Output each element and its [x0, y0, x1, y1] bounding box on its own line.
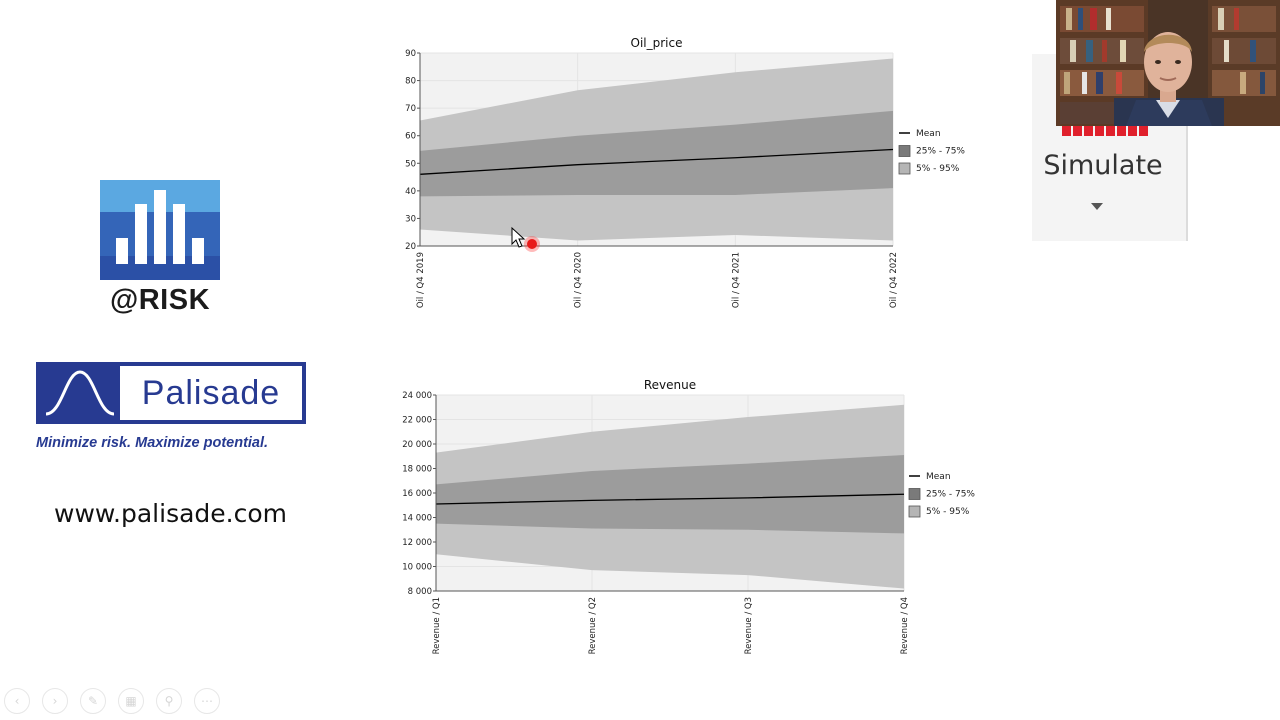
next-icon[interactable]: › — [42, 688, 68, 714]
y-tick-label: 40 — [405, 187, 416, 197]
y-tick-label: 18 000 — [402, 465, 432, 475]
y-tick-label: 24 000 — [402, 391, 432, 401]
y-tick-label: 30 — [405, 214, 416, 224]
y-tick-label: 20 000 — [402, 440, 432, 450]
x-tick-label: Revenue / Q2 — [588, 597, 598, 654]
oil-price-chart-svg: 20 30 40 50 60 70 80 90 Oil / Q4 2019 Oil / Q4 20… — [405, 36, 965, 308]
y-tick-label: 50 — [405, 159, 416, 169]
legend-label: 5% - 95% — [926, 507, 970, 517]
x-tick-label: Revenue / Q1 — [432, 597, 442, 654]
y-tick-label: 20 — [405, 242, 416, 252]
prev-icon[interactable]: ‹ — [4, 688, 30, 714]
legend-label: 25% - 75% — [926, 490, 975, 500]
chart-title: Revenue — [644, 378, 696, 392]
revenue-chart-svg: 8 000 10 000 12 000 14 000 16 000 18 000 20 00… — [402, 378, 975, 654]
y-tick-label: 12 000 — [402, 538, 432, 548]
website-url: www.palisade.com — [54, 499, 288, 528]
mouse-cursor-icon — [511, 226, 540, 252]
palisade-logo: Palisade — [36, 362, 306, 424]
pen-icon[interactable]: ✎ — [80, 688, 106, 714]
chart-title: Oil_price — [631, 36, 683, 50]
y-tick-label: 14 000 — [402, 514, 432, 524]
y-tick-label: 60 — [405, 132, 416, 142]
presenter-webcam — [1056, 0, 1280, 126]
band-25-75 — [420, 110, 893, 197]
zoom-icon[interactable]: ⚲ — [156, 688, 182, 714]
band-25-75 — [436, 455, 904, 534]
x-tick-label: Oil / Q4 2019 — [416, 252, 426, 308]
x-tick-label: Oil / Q4 2022 — [889, 252, 899, 308]
mean-line — [419, 148, 894, 175]
chevron-down-icon[interactable] — [1091, 203, 1103, 210]
y-tick-label: 10 000 — [402, 563, 432, 573]
slide-nav-toolbar: ‹ › ✎ ▦ ⚲ ⋯ — [4, 688, 220, 714]
x-tick-label: Revenue / Q4 — [900, 597, 910, 654]
simulate-progress-icon — [1062, 126, 1148, 136]
y-tick-label: 90 — [405, 49, 416, 59]
presenter — [1114, 32, 1224, 126]
legend-swatch — [908, 505, 921, 518]
x-tick-label: Revenue / Q3 — [744, 597, 754, 654]
y-tick-label: 22 000 — [402, 416, 432, 426]
legend-label: 5% - 95% — [916, 164, 960, 174]
more-icon[interactable]: ⋯ — [194, 688, 220, 714]
x-tick-label: Oil / Q4 2021 — [731, 252, 741, 308]
y-tick-label: 80 — [405, 77, 416, 87]
legend-swatch — [898, 162, 911, 175]
y-tick-label: 16 000 — [402, 489, 432, 499]
simulate-button-label[interactable]: Simulate — [1043, 150, 1163, 181]
x-tick-label: Oil / Q4 2020 — [574, 252, 584, 308]
atrisk-logo — [100, 180, 220, 280]
legend-swatch — [898, 145, 911, 157]
palisade-wordmark: Palisade — [141, 373, 281, 412]
revenue-chart: 8 000 10 000 12 000 14 000 16 000 18 000 20 00… — [398, 372, 982, 660]
mean-line — [435, 493, 905, 505]
bell-curve-icon — [45, 370, 115, 416]
legend-label: Mean — [916, 129, 941, 139]
y-tick-label: 8 000 — [408, 587, 432, 597]
oil-price-chart: 20 30 40 50 60 70 80 90 Oil / Q4 2019 Oil / Q4 20… — [398, 28, 965, 314]
legend-label: Mean — [926, 472, 951, 482]
legend-label: 25% - 75% — [916, 147, 965, 157]
y-tick-label: 70 — [405, 104, 416, 114]
atrisk-wordmark: @RISK — [109, 284, 211, 316]
palisade-tagline: Minimize risk. Maximize potential. — [36, 435, 269, 451]
legend-swatch — [908, 488, 921, 500]
slides-icon[interactable]: ▦ — [118, 688, 144, 714]
